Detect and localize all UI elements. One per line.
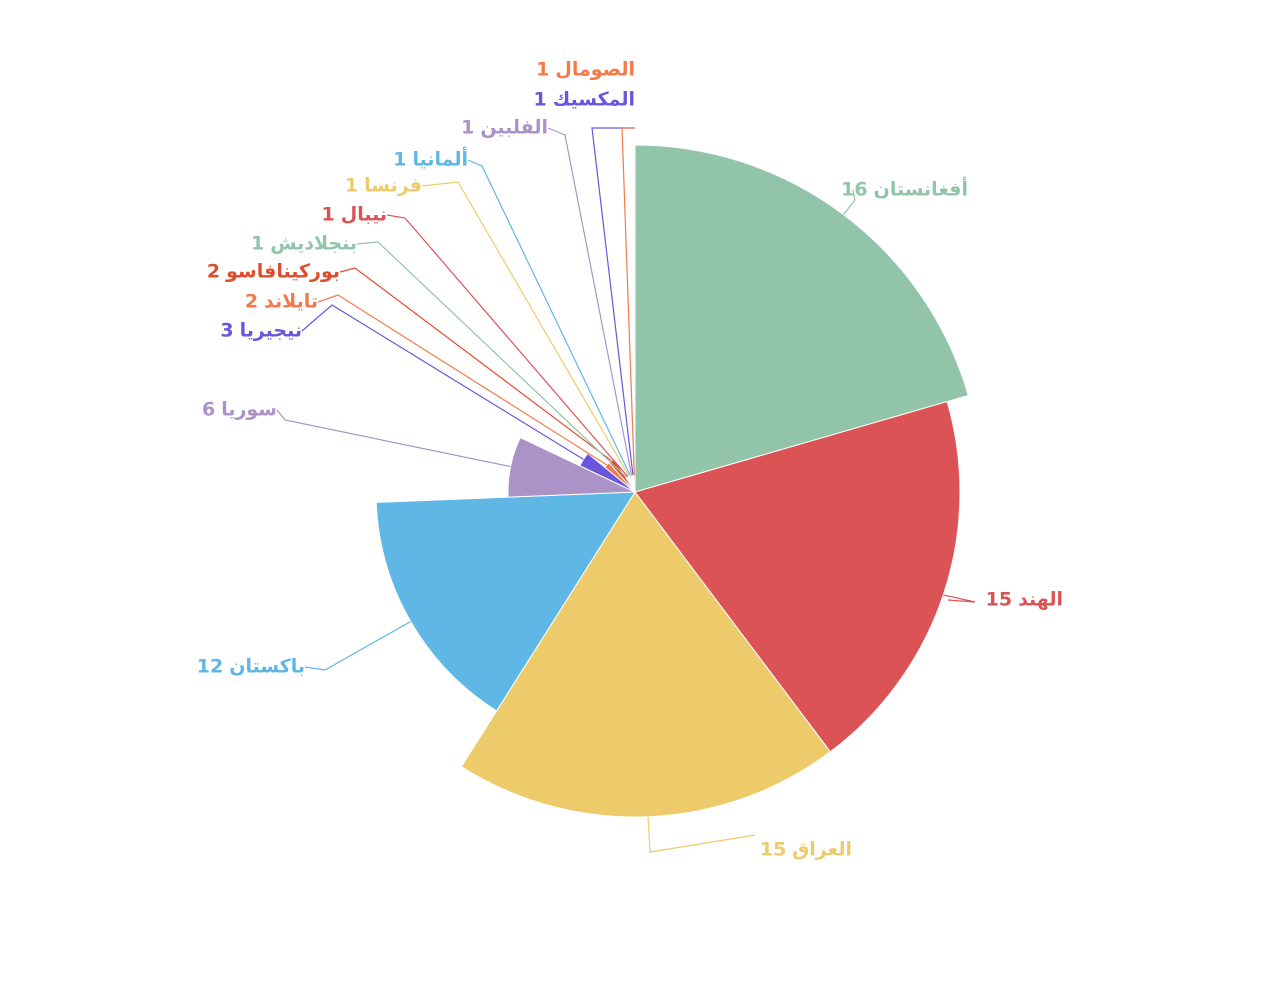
slice: [460, 491, 831, 818]
slice: [634, 400, 961, 753]
slice-label-name: العراق: [792, 839, 852, 861]
slice-label-value: 2: [245, 291, 258, 313]
slice-label-value: 1: [393, 149, 406, 171]
label-line: [276, 409, 511, 468]
label-line: [421, 181, 630, 477]
slice-label-value: 1: [251, 233, 264, 255]
slice: [634, 144, 969, 493]
slice-label-value: 15: [760, 839, 786, 861]
slice-label-value: 1: [534, 89, 547, 111]
slice-label-name: فرنسا: [364, 175, 422, 197]
label-line: [467, 159, 631, 476]
slice-label-value: 6: [202, 399, 215, 421]
slice-label-value: 3: [220, 320, 233, 342]
label-line: [386, 214, 629, 478]
slice-label-value: 1: [321, 204, 334, 226]
label-line: [339, 267, 612, 462]
label-line: [301, 304, 584, 460]
slice-label-name: باكستان: [229, 656, 305, 678]
label-line: [317, 294, 608, 466]
label-line: [943, 594, 976, 603]
slice-label-value: 1: [461, 117, 474, 139]
slice-label-name: نيبال: [341, 204, 387, 226]
slice-label-name: تايلاند: [264, 291, 318, 313]
slice-label-name: أفغانستان: [874, 177, 968, 201]
slice-label-value: 2: [207, 261, 220, 283]
slice-label-name: الفلبين: [480, 117, 548, 139]
label-line: [621, 127, 635, 476]
slice: [507, 436, 636, 498]
label-line: [591, 127, 635, 476]
slice-label-name: المكسيك: [553, 89, 635, 111]
slice-label-name: الهند: [1018, 589, 1063, 611]
label-line: [304, 620, 411, 671]
label-line: [547, 127, 633, 476]
slice: [375, 491, 636, 712]
slice-label-name: نيجيريا: [240, 320, 302, 342]
label-line: [647, 816, 756, 853]
slice-label-name: سوريا: [221, 399, 277, 421]
slice-label-value: 12: [197, 656, 223, 678]
slice-label-value: 1: [536, 59, 549, 81]
label-line: [356, 241, 627, 478]
slice-label-name: بنجلاديش: [270, 233, 357, 255]
slice-label-value: 15: [986, 589, 1012, 611]
slice-label-name: ألمانيا: [412, 147, 468, 171]
label-line: [842, 189, 856, 215]
slice-label-name: بوركينافاسو: [225, 261, 340, 283]
slice-label-name: الصومال: [555, 59, 635, 81]
slice-label-value: 16: [841, 179, 867, 201]
slice-label-value: 1: [345, 175, 358, 197]
